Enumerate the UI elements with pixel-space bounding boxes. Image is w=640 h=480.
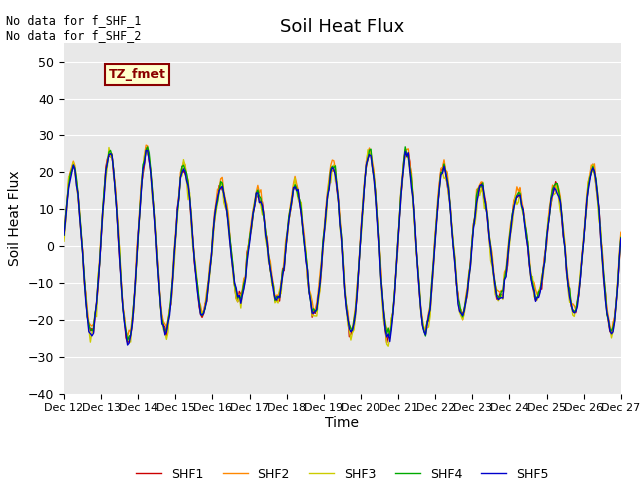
SHF1 [129, 323, 136, 329]
SHF3 [617, 234, 625, 240]
SHF3 [105, 144, 113, 150]
Legend: SHF1, SHF2, SHF3, SHF4, SHF5: SHF1, SHF2, SHF3, SHF4, SHF5 [131, 463, 554, 480]
SHF3 [60, 238, 68, 244]
SHF4 [617, 234, 625, 240]
SHF3 [305, 289, 313, 295]
SHF1 [617, 236, 625, 241]
SHF4 [246, 231, 254, 237]
SHF4 [305, 288, 313, 294]
SHF1 [246, 232, 254, 238]
SHF2 [257, 187, 265, 192]
Line: SHF3: SHF3 [64, 147, 621, 346]
Text: No data for f_SHF_1
No data for f_SHF_2: No data for f_SHF_1 No data for f_SHF_2 [6, 14, 142, 42]
SHF3 [255, 199, 263, 205]
SHF1 [383, 340, 390, 346]
SHF5 [144, 147, 152, 153]
Title: Soil Heat Flux: Soil Heat Flux [280, 18, 404, 36]
SHF4 [130, 300, 138, 305]
Text: TZ_fmet: TZ_fmet [109, 68, 165, 81]
SHF4 [589, 164, 596, 169]
SHF3 [246, 233, 254, 239]
SHF5 [617, 235, 625, 241]
X-axis label: Time: Time [325, 416, 360, 430]
SHF5 [257, 199, 265, 205]
Line: SHF5: SHF5 [64, 150, 621, 345]
SHF2 [60, 230, 68, 236]
SHF4 [60, 232, 68, 238]
SHF2 [130, 301, 138, 307]
SHF3 [228, 252, 236, 258]
SHF3 [130, 310, 138, 315]
SHF1 [255, 196, 263, 202]
SHF4 [401, 144, 409, 150]
Line: SHF1: SHF1 [64, 148, 621, 343]
SHF4 [255, 193, 263, 199]
SHF3 [589, 161, 596, 167]
Line: SHF2: SHF2 [64, 145, 621, 337]
SHF1 [305, 289, 313, 295]
SHF5 [248, 222, 255, 228]
SHF2 [589, 169, 596, 175]
SHF1 [228, 254, 236, 260]
SHF3 [384, 343, 392, 349]
SHF1 [60, 233, 68, 239]
Line: SHF4: SHF4 [64, 147, 621, 340]
SHF2 [124, 334, 131, 340]
SHF1 [589, 161, 596, 167]
Y-axis label: Soil Heat Flux: Soil Heat Flux [8, 170, 22, 266]
SHF5 [124, 342, 131, 348]
SHF2 [617, 229, 625, 235]
SHF4 [124, 337, 131, 343]
SHF5 [229, 268, 237, 274]
SHF5 [307, 299, 314, 304]
SHF2 [142, 142, 150, 148]
SHF5 [130, 305, 138, 311]
SHF2 [229, 264, 237, 270]
SHF5 [589, 165, 596, 171]
SHF1 [142, 145, 150, 151]
SHF2 [307, 291, 314, 297]
SHF2 [248, 216, 255, 222]
SHF5 [60, 232, 68, 238]
SHF4 [228, 250, 236, 256]
